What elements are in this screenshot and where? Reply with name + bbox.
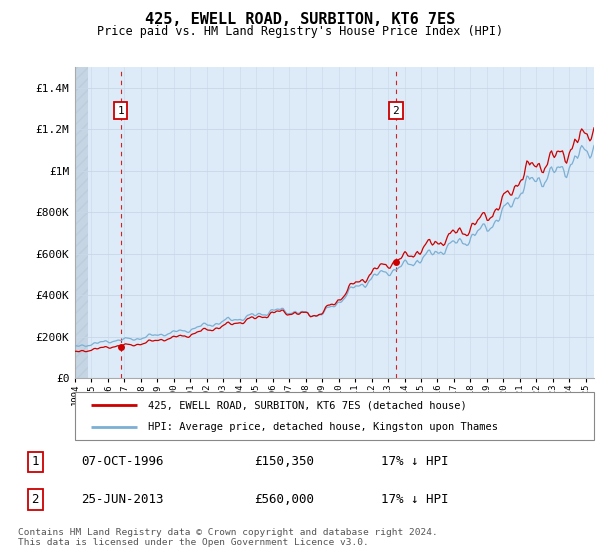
Text: £150,350: £150,350 [254,455,314,468]
Text: 425, EWELL ROAD, SURBITON, KT6 7ES: 425, EWELL ROAD, SURBITON, KT6 7ES [145,12,455,27]
Text: 07-OCT-1996: 07-OCT-1996 [81,455,164,468]
Text: Contains HM Land Registry data © Crown copyright and database right 2024.
This d: Contains HM Land Registry data © Crown c… [18,528,438,547]
Bar [75,67,88,378]
Text: 2: 2 [31,493,39,506]
Text: £560,000: £560,000 [254,493,314,506]
Text: 17% ↓ HPI: 17% ↓ HPI [380,455,448,468]
Text: Price paid vs. HM Land Registry's House Price Index (HPI): Price paid vs. HM Land Registry's House … [97,25,503,38]
Text: 1: 1 [117,106,124,116]
Text: 17% ↓ HPI: 17% ↓ HPI [380,493,448,506]
Text: 1: 1 [31,455,39,468]
Text: 25-JUN-2013: 25-JUN-2013 [81,493,164,506]
Text: HPI: Average price, detached house, Kingston upon Thames: HPI: Average price, detached house, King… [148,422,497,432]
Text: 425, EWELL ROAD, SURBITON, KT6 7ES (detached house): 425, EWELL ROAD, SURBITON, KT6 7ES (deta… [148,400,466,410]
FancyBboxPatch shape [75,392,594,440]
Text: 2: 2 [392,106,400,116]
